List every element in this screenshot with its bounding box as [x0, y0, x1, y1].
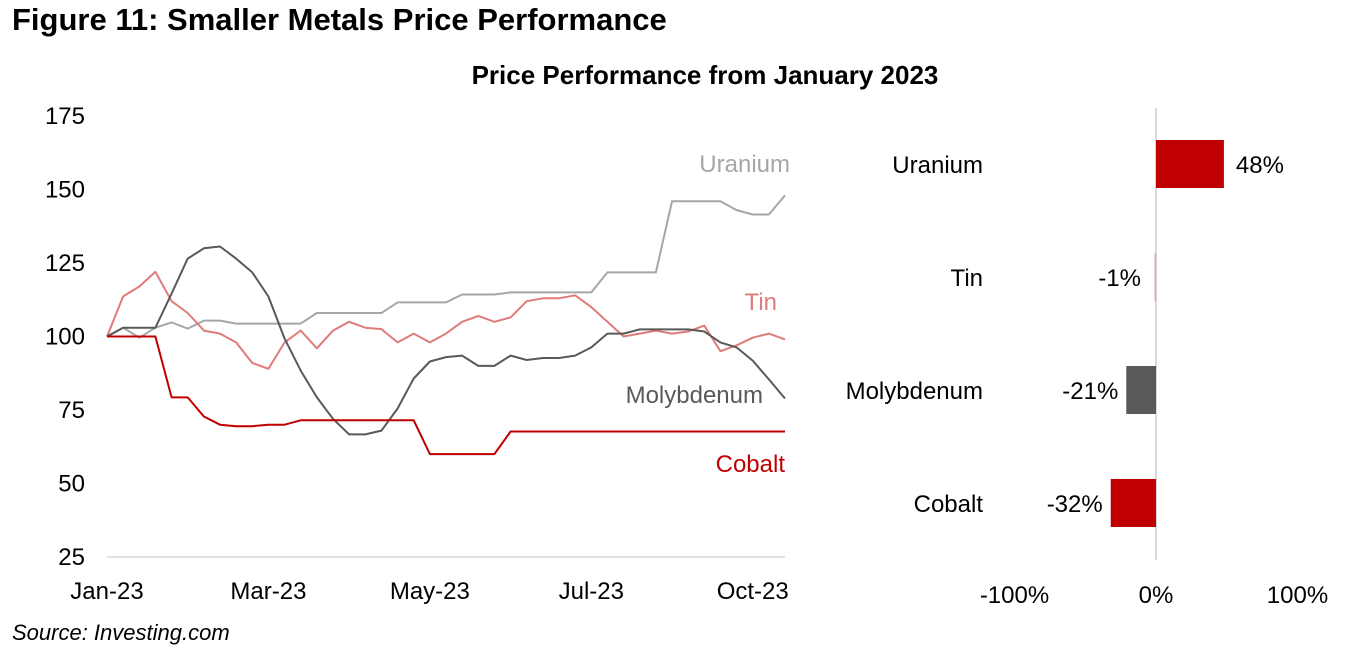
bar-x-tick-label: 0% — [1139, 582, 1174, 609]
source-note: Source: Investing.com — [12, 620, 230, 645]
series-line-uranium — [106, 194, 786, 339]
bar-uranium — [1156, 140, 1224, 188]
chart-title: Price Performance from January 2023 — [471, 60, 939, 90]
bar-value-label: 48% — [1236, 152, 1284, 179]
y-tick-label: 75 — [58, 397, 85, 424]
x-tick-label: May-23 — [390, 578, 470, 605]
series-line-tin — [106, 270, 786, 370]
x-tick-label: Mar-23 — [230, 578, 306, 605]
bar-category-label: Uranium — [892, 152, 983, 179]
x-tick-label: Jul-23 — [559, 578, 624, 605]
y-tick-label: 175 — [45, 103, 85, 130]
y-tick-label: 25 — [58, 544, 85, 571]
bar-value-label: -32% — [1047, 491, 1103, 518]
bar-category-label: Tin — [951, 265, 983, 292]
series-line-molybdenum — [106, 245, 786, 436]
series-label-molybdenum: Molybdenum — [626, 382, 763, 409]
y-tick-label: 50 — [58, 471, 85, 498]
series-label-tin: Tin — [745, 289, 777, 316]
x-tick-label: Jan-23 — [70, 578, 143, 605]
y-tick-label: 125 — [45, 250, 85, 277]
x-tick-label: Oct-23 — [717, 578, 789, 605]
bar-tin — [1154, 253, 1156, 301]
bar-category-label: Cobalt — [914, 491, 984, 518]
series-label-cobalt: Cobalt — [716, 451, 786, 478]
series-line-cobalt — [107, 335, 785, 456]
bar-cobalt — [1110, 479, 1156, 527]
y-tick-label: 100 — [45, 324, 85, 351]
bar-molybdenum — [1126, 366, 1156, 414]
bar-value-label: -21% — [1062, 378, 1118, 405]
bar-x-tick-label: -100% — [980, 582, 1049, 609]
series-label-uranium: Uranium — [699, 151, 790, 178]
y-tick-label: 150 — [45, 177, 85, 204]
figure-title: Figure 11: Smaller Metals Price Performa… — [12, 2, 667, 37]
bar-category-label: Molybdenum — [846, 378, 983, 405]
bar-x-tick-label: 100% — [1267, 582, 1328, 609]
bar-value-label: -1% — [1098, 265, 1141, 292]
